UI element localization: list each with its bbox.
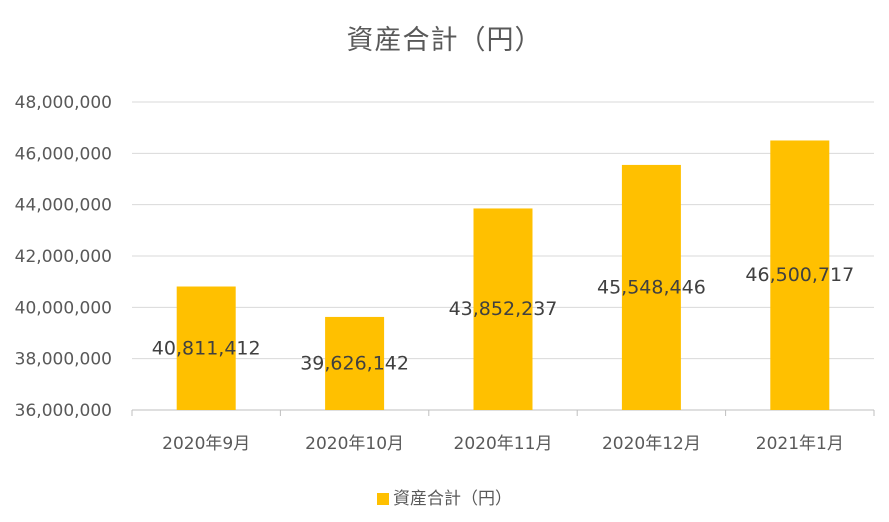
bar <box>325 316 385 410</box>
data-label: 40,811,412 <box>152 337 261 359</box>
bar <box>176 286 236 410</box>
legend-swatch <box>377 493 389 505</box>
data-label: 39,626,142 <box>300 352 409 374</box>
data-label: 43,852,237 <box>449 298 558 320</box>
data-label: 46,500,717 <box>745 264 854 286</box>
x-tick-label: 2020年10月 <box>305 434 404 454</box>
y-tick-label: 36,000,000 <box>15 401 112 421</box>
data-label: 45,548,446 <box>597 276 706 298</box>
y-tick-label: 38,000,000 <box>15 350 112 370</box>
bar-chart: 36,000,000 38,000,000 40,000,000 42,000,000… <box>15 93 875 454</box>
legend: 資産合計（円） <box>0 484 889 509</box>
x-tick-label: 2020年11月 <box>454 434 553 454</box>
chart-title: 資産合計（円） <box>346 25 543 56</box>
y-tick-label: 40,000,000 <box>15 298 112 318</box>
x-tick-label: 2020年12月 <box>602 434 701 454</box>
bar <box>621 164 681 410</box>
y-tick-label: 48,000,000 <box>15 93 112 113</box>
legend-label: 資産合計（円） <box>393 489 512 509</box>
y-tick-label: 44,000,000 <box>15 196 112 216</box>
y-tick-label: 42,000,000 <box>15 247 112 267</box>
bar <box>473 208 533 410</box>
bar <box>770 140 830 410</box>
x-tick-label: 2020年9月 <box>162 434 250 454</box>
x-tick-label: 2021年1月 <box>756 434 844 454</box>
y-tick-label: 46,000,000 <box>15 144 112 164</box>
